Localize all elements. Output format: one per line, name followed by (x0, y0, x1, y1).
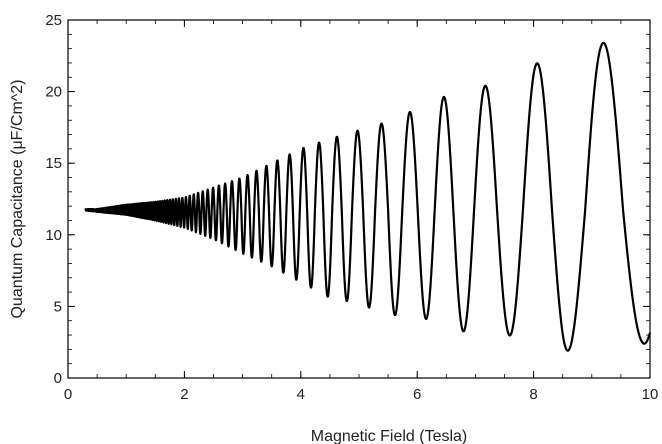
y-tick-label: 20 (45, 84, 62, 101)
x-axis-title: Magnetic Field (Tesla) (311, 428, 468, 444)
y-tick-label: 0 (54, 370, 62, 387)
plot-frame (67, 19, 651, 379)
y-tick-label: 25 (45, 12, 62, 29)
x-tick-label: 4 (297, 386, 305, 403)
plot-area (84, 41, 652, 352)
x-tick-label: 10 (642, 386, 659, 403)
axes: 0 2 4 6 8 10 0 5 10 15 20 25 (45, 12, 658, 403)
y-axis-title: Quantum Capacitance (μF/Cm^2) (9, 79, 26, 318)
y-tick-label: 10 (45, 227, 62, 244)
x-tick-label: 6 (413, 386, 421, 403)
y-tick-label: 15 (45, 155, 62, 172)
capacitance-line (84, 41, 652, 352)
x-tick-label: 8 (529, 386, 537, 403)
x-tick-label: 0 (64, 386, 72, 403)
y-tick-label: 5 (54, 298, 62, 315)
x-tick-label: 2 (180, 386, 188, 403)
